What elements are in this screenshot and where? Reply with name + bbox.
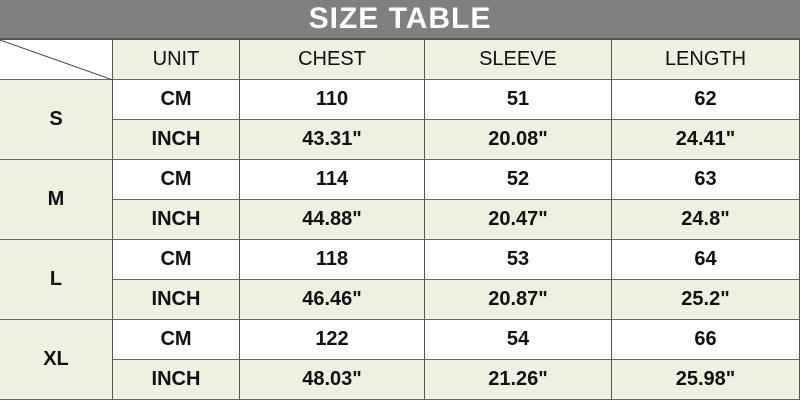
sleeve-cell: 54 (425, 320, 612, 360)
unit-cell: INCH (113, 120, 240, 160)
sleeve-cell: 53 (425, 240, 612, 280)
unit-cell: INCH (113, 280, 240, 320)
length-cell: 25.98" (612, 360, 800, 400)
sleeve-cell: 51 (425, 80, 612, 120)
sleeve-cell: 20.08" (425, 120, 612, 160)
unit-cell: CM (113, 320, 240, 360)
unit-cell: INCH (113, 360, 240, 400)
length-cell: 62 (612, 80, 800, 120)
diagonal-line (0, 40, 113, 80)
chest-cell: 122 (240, 320, 425, 360)
length-cell: 64 (612, 240, 800, 280)
chest-cell: 118 (240, 240, 425, 280)
length-cell: 24.41" (612, 120, 800, 160)
corner-cell (0, 40, 113, 80)
header-length: LENGTH (612, 40, 800, 80)
sleeve-cell: 20.87" (425, 280, 612, 320)
chest-cell: 48.03" (240, 360, 425, 400)
unit-cell: INCH (113, 200, 240, 240)
chest-cell: 110 (240, 80, 425, 120)
unit-cell: CM (113, 240, 240, 280)
length-cell: 66 (612, 320, 800, 360)
header-sleeve: SLEEVE (425, 40, 612, 80)
chest-cell: 46.46" (240, 280, 425, 320)
sleeve-cell: 20.47" (425, 200, 612, 240)
header-chest: CHEST (240, 40, 425, 80)
unit-cell: CM (113, 80, 240, 120)
chest-cell: 44.88" (240, 200, 425, 240)
size-label: S (0, 80, 113, 160)
chest-cell: 43.31" (240, 120, 425, 160)
sleeve-cell: 52 (425, 160, 612, 200)
unit-cell: CM (113, 160, 240, 200)
header-unit: UNIT (113, 40, 240, 80)
size-label: M (0, 160, 113, 240)
size-label: XL (0, 320, 113, 400)
length-cell: 25.2" (612, 280, 800, 320)
chest-cell: 114 (240, 160, 425, 200)
size-label: L (0, 240, 113, 320)
length-cell: 24.8" (612, 200, 800, 240)
sleeve-cell: 21.26" (425, 360, 612, 400)
table-title: SIZE TABLE (0, 0, 800, 40)
length-cell: 63 (612, 160, 800, 200)
